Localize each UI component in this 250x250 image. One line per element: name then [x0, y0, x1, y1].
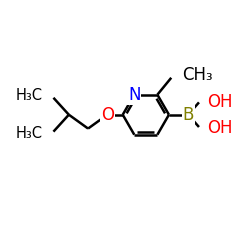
Text: OH: OH — [207, 119, 232, 137]
Text: B: B — [182, 106, 194, 124]
Text: H₃C: H₃C — [16, 126, 43, 142]
Text: CH₃: CH₃ — [182, 66, 213, 84]
Text: H₃C: H₃C — [16, 88, 43, 103]
Text: O: O — [101, 106, 114, 124]
Text: N: N — [128, 86, 140, 104]
Text: OH: OH — [207, 92, 232, 110]
